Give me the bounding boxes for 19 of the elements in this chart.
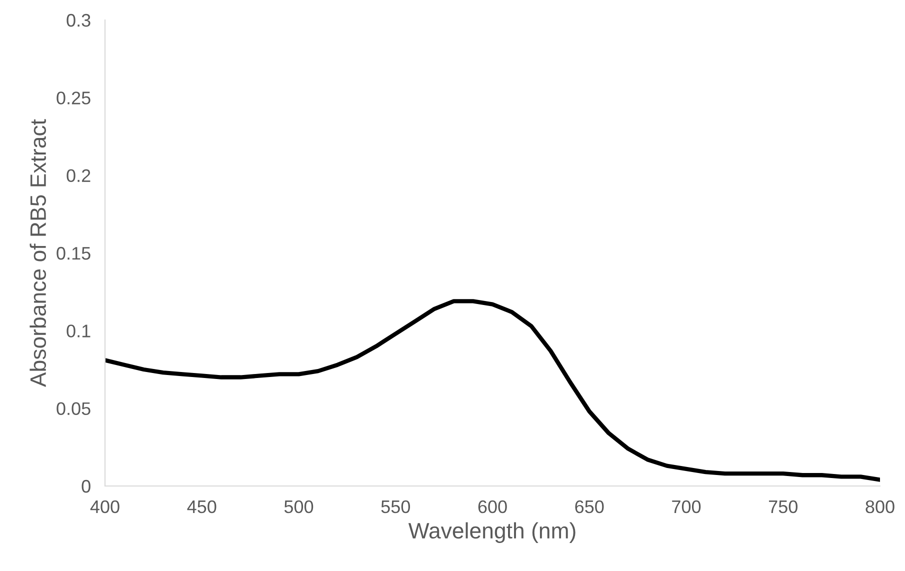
x-tick-label: 800	[866, 500, 894, 514]
y-tick-label: 0.3	[66, 14, 90, 27]
x-tick-label: 700	[672, 500, 701, 514]
x-tick-label: 650	[575, 500, 604, 514]
y-axis-title: Absorbance of RB5 Extract	[30, 119, 46, 387]
y-tick-label: 0	[82, 480, 90, 493]
x-tick-label: 750	[768, 500, 798, 514]
x-axis-title: Wavelength (nm)	[408, 522, 576, 543]
y-tick-label: 0.15	[56, 246, 90, 260]
x-tick-label: 600	[478, 500, 507, 514]
y-tick-label: 0.05	[56, 402, 90, 416]
y-tick-label: 0.25	[56, 92, 90, 104]
line-series	[105, 299, 880, 482]
x-tick-label: 550	[381, 500, 410, 514]
y-tick-label: 0.2	[66, 169, 90, 182]
x-tick-label: 500	[284, 500, 314, 514]
x-tick-label: 450	[187, 500, 216, 514]
y-tick-label: 0.1	[66, 324, 90, 338]
x-tick-label: 400	[90, 500, 120, 514]
